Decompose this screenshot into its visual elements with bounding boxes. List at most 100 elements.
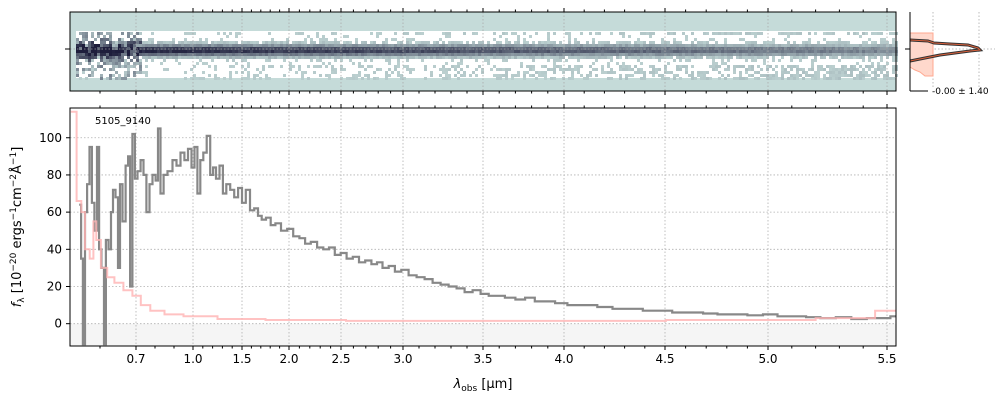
2d-pixel	[289, 68, 292, 71]
2d-pixel	[193, 56, 196, 59]
2d-pixel	[487, 56, 490, 59]
2d-pixel	[601, 65, 604, 68]
2d-pixel	[685, 59, 688, 62]
2d-pixel	[112, 65, 115, 68]
2d-pixel	[799, 68, 802, 71]
2d-pixel	[730, 56, 733, 59]
2d-pixel	[559, 59, 562, 62]
2d-pixel	[826, 71, 829, 74]
2d-pixel	[706, 47, 709, 50]
2d-pixel	[421, 44, 424, 47]
2d-pixel	[184, 71, 187, 74]
2d-pixel	[769, 74, 772, 77]
2d-pixel	[229, 53, 232, 56]
2d-pixel	[178, 56, 181, 59]
2d-pixel	[331, 65, 334, 68]
2d-pixel	[679, 56, 682, 59]
2d-pixel	[859, 65, 862, 68]
2d-pixel	[91, 44, 94, 47]
2d-pixel	[511, 74, 514, 77]
2d-pixel	[553, 59, 556, 62]
2d-pixel	[616, 56, 619, 59]
2d-pixel	[514, 74, 517, 77]
2d-pixel	[277, 41, 280, 44]
2d-pixel	[484, 56, 487, 59]
2d-pixel	[316, 32, 319, 35]
2d-pixel	[256, 41, 259, 44]
2d-pixel	[163, 56, 166, 59]
2d-pixel	[838, 74, 841, 77]
2d-pixel	[850, 44, 853, 47]
2d-pixel	[406, 56, 409, 59]
2d-pixel	[847, 50, 850, 53]
2d-pixel	[337, 44, 340, 47]
2d-pixel	[160, 53, 163, 56]
2d-pixel	[391, 38, 394, 41]
2d-pixel	[766, 56, 769, 59]
2d-pixel	[814, 44, 817, 47]
2d-pixel	[619, 56, 622, 59]
2d-pixel	[109, 59, 112, 62]
2d-pixel	[487, 41, 490, 44]
2d-pixel	[151, 53, 154, 56]
2d-pixel	[310, 50, 313, 53]
2d-pixel	[364, 44, 367, 47]
2d-pixel	[352, 62, 355, 65]
2d-pixel	[652, 50, 655, 53]
2d-pixel	[319, 47, 322, 50]
2d-pixel	[109, 53, 112, 56]
2d-pixel	[211, 47, 214, 50]
2d-pixel	[442, 41, 445, 44]
2d-pixel	[424, 50, 427, 53]
2d-pixel	[757, 50, 760, 53]
2d-pixel	[97, 65, 100, 68]
2d-pixel	[397, 47, 400, 50]
2d-pixel	[541, 56, 544, 59]
2d-pixel	[217, 56, 220, 59]
2d-pixel	[580, 74, 583, 77]
2d-pixel	[262, 50, 265, 53]
2d-pixel	[394, 56, 397, 59]
2d-pixel	[835, 56, 838, 59]
2d-pixel	[292, 44, 295, 47]
2d-pixel	[658, 50, 661, 53]
2d-pixel	[343, 68, 346, 71]
2d-pixel	[802, 68, 805, 71]
2d-pixel	[130, 32, 133, 35]
2d-pixel	[343, 47, 346, 50]
2d-pixel	[685, 44, 688, 47]
2d-pixel	[466, 56, 469, 59]
2d-pixel	[307, 47, 310, 50]
2d-pixel	[448, 53, 451, 56]
2d-pixel	[883, 53, 886, 56]
2d-pixel	[193, 50, 196, 53]
2d-pixel	[631, 50, 634, 53]
2d-pixel	[520, 56, 523, 59]
2d-pixel	[670, 56, 673, 59]
2d-pixel	[646, 56, 649, 59]
2d-pixel	[175, 59, 178, 62]
2d-pixel	[475, 44, 478, 47]
2d-pixel	[307, 65, 310, 68]
2d-pixel	[91, 65, 94, 68]
2d-pixel	[307, 50, 310, 53]
x-tick-label: 2.0	[279, 352, 298, 366]
2d-pixel	[109, 68, 112, 71]
2d-pixel	[484, 50, 487, 53]
2d-pixel	[697, 74, 700, 77]
2d-pixel	[673, 59, 676, 62]
2d-pixel	[628, 44, 631, 47]
2d-pixel	[511, 77, 514, 80]
2d-pixel	[319, 38, 322, 41]
2d-pixel	[409, 41, 412, 44]
2d-pixel	[550, 68, 553, 71]
2d-pixel	[340, 47, 343, 50]
2d-pixel	[421, 50, 424, 53]
2d-pixel	[499, 35, 502, 38]
2d-pixel	[388, 44, 391, 47]
2d-pixel	[847, 32, 850, 35]
2d-pixel	[847, 44, 850, 47]
2d-pixel	[100, 59, 103, 62]
2d-pixel	[604, 50, 607, 53]
2d-pixel	[487, 50, 490, 53]
